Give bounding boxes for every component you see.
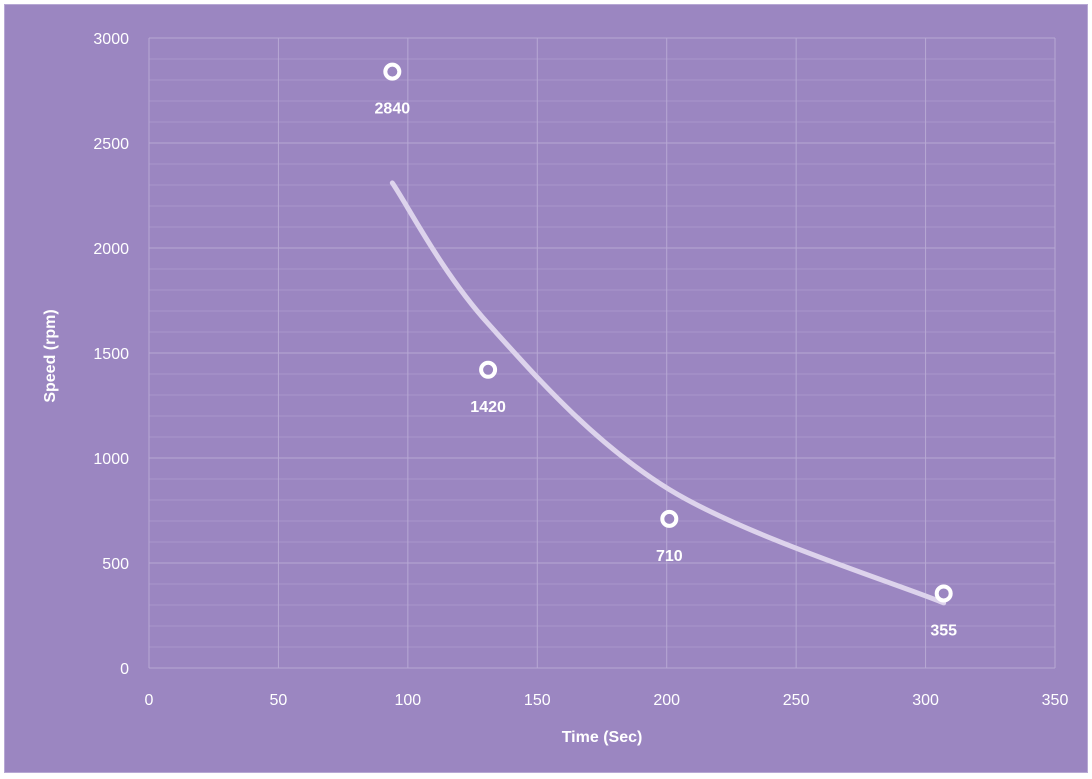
data-label-layer: 2840 1420 710 355: [375, 101, 958, 640]
data-point-marker: [660, 509, 679, 528]
data-label: 710: [656, 548, 683, 565]
y-tick-label: 500: [102, 556, 129, 573]
y-tick-label: 1500: [93, 346, 129, 363]
y-tick-labels: 0 500 1000 1500 2000 2500 3000: [93, 31, 129, 678]
x-tick-label: 300: [912, 692, 939, 709]
data-label: 1420: [470, 399, 506, 416]
marker-layer: [383, 62, 953, 603]
x-tick-label: 100: [395, 692, 422, 709]
data-point-marker: [934, 584, 953, 603]
x-tick-label: 50: [270, 692, 288, 709]
scatter-chart: 2840 1420 710 355 0 50 100 150 200 250 300 350 0 50…: [42, 31, 1069, 746]
trendline-layer: [389, 180, 947, 606]
x-tick-labels: 0 50 100 150 200 250 300 350: [145, 692, 1069, 709]
data-label: 355: [930, 622, 957, 639]
x-tick-label: 150: [524, 692, 551, 709]
x-tick-label: 200: [653, 692, 680, 709]
chart-frame: 2840 1420 710 355 0 50 100 150 200 250 300 350 0 50…: [4, 4, 1088, 773]
y-tick-label: 1000: [93, 451, 129, 468]
y-tick-label: 0: [120, 661, 129, 678]
data-label: 2840: [375, 101, 411, 118]
x-tick-label: 350: [1042, 692, 1069, 709]
x-axis-title: Time (Sec): [562, 729, 643, 746]
data-point-marker: [479, 360, 498, 379]
x-tick-label: 250: [783, 692, 810, 709]
y-axis-title: Speed (rpm): [42, 309, 59, 402]
x-tick-label: 0: [145, 692, 154, 709]
y-tick-label: 3000: [93, 31, 129, 48]
y-tick-label: 2500: [93, 136, 129, 153]
minor-gridlines: [149, 58, 1055, 648]
y-tick-label: 2000: [93, 241, 129, 258]
major-gridlines: [148, 37, 1056, 669]
data-point-marker: [383, 62, 402, 81]
trendline: [389, 180, 947, 606]
